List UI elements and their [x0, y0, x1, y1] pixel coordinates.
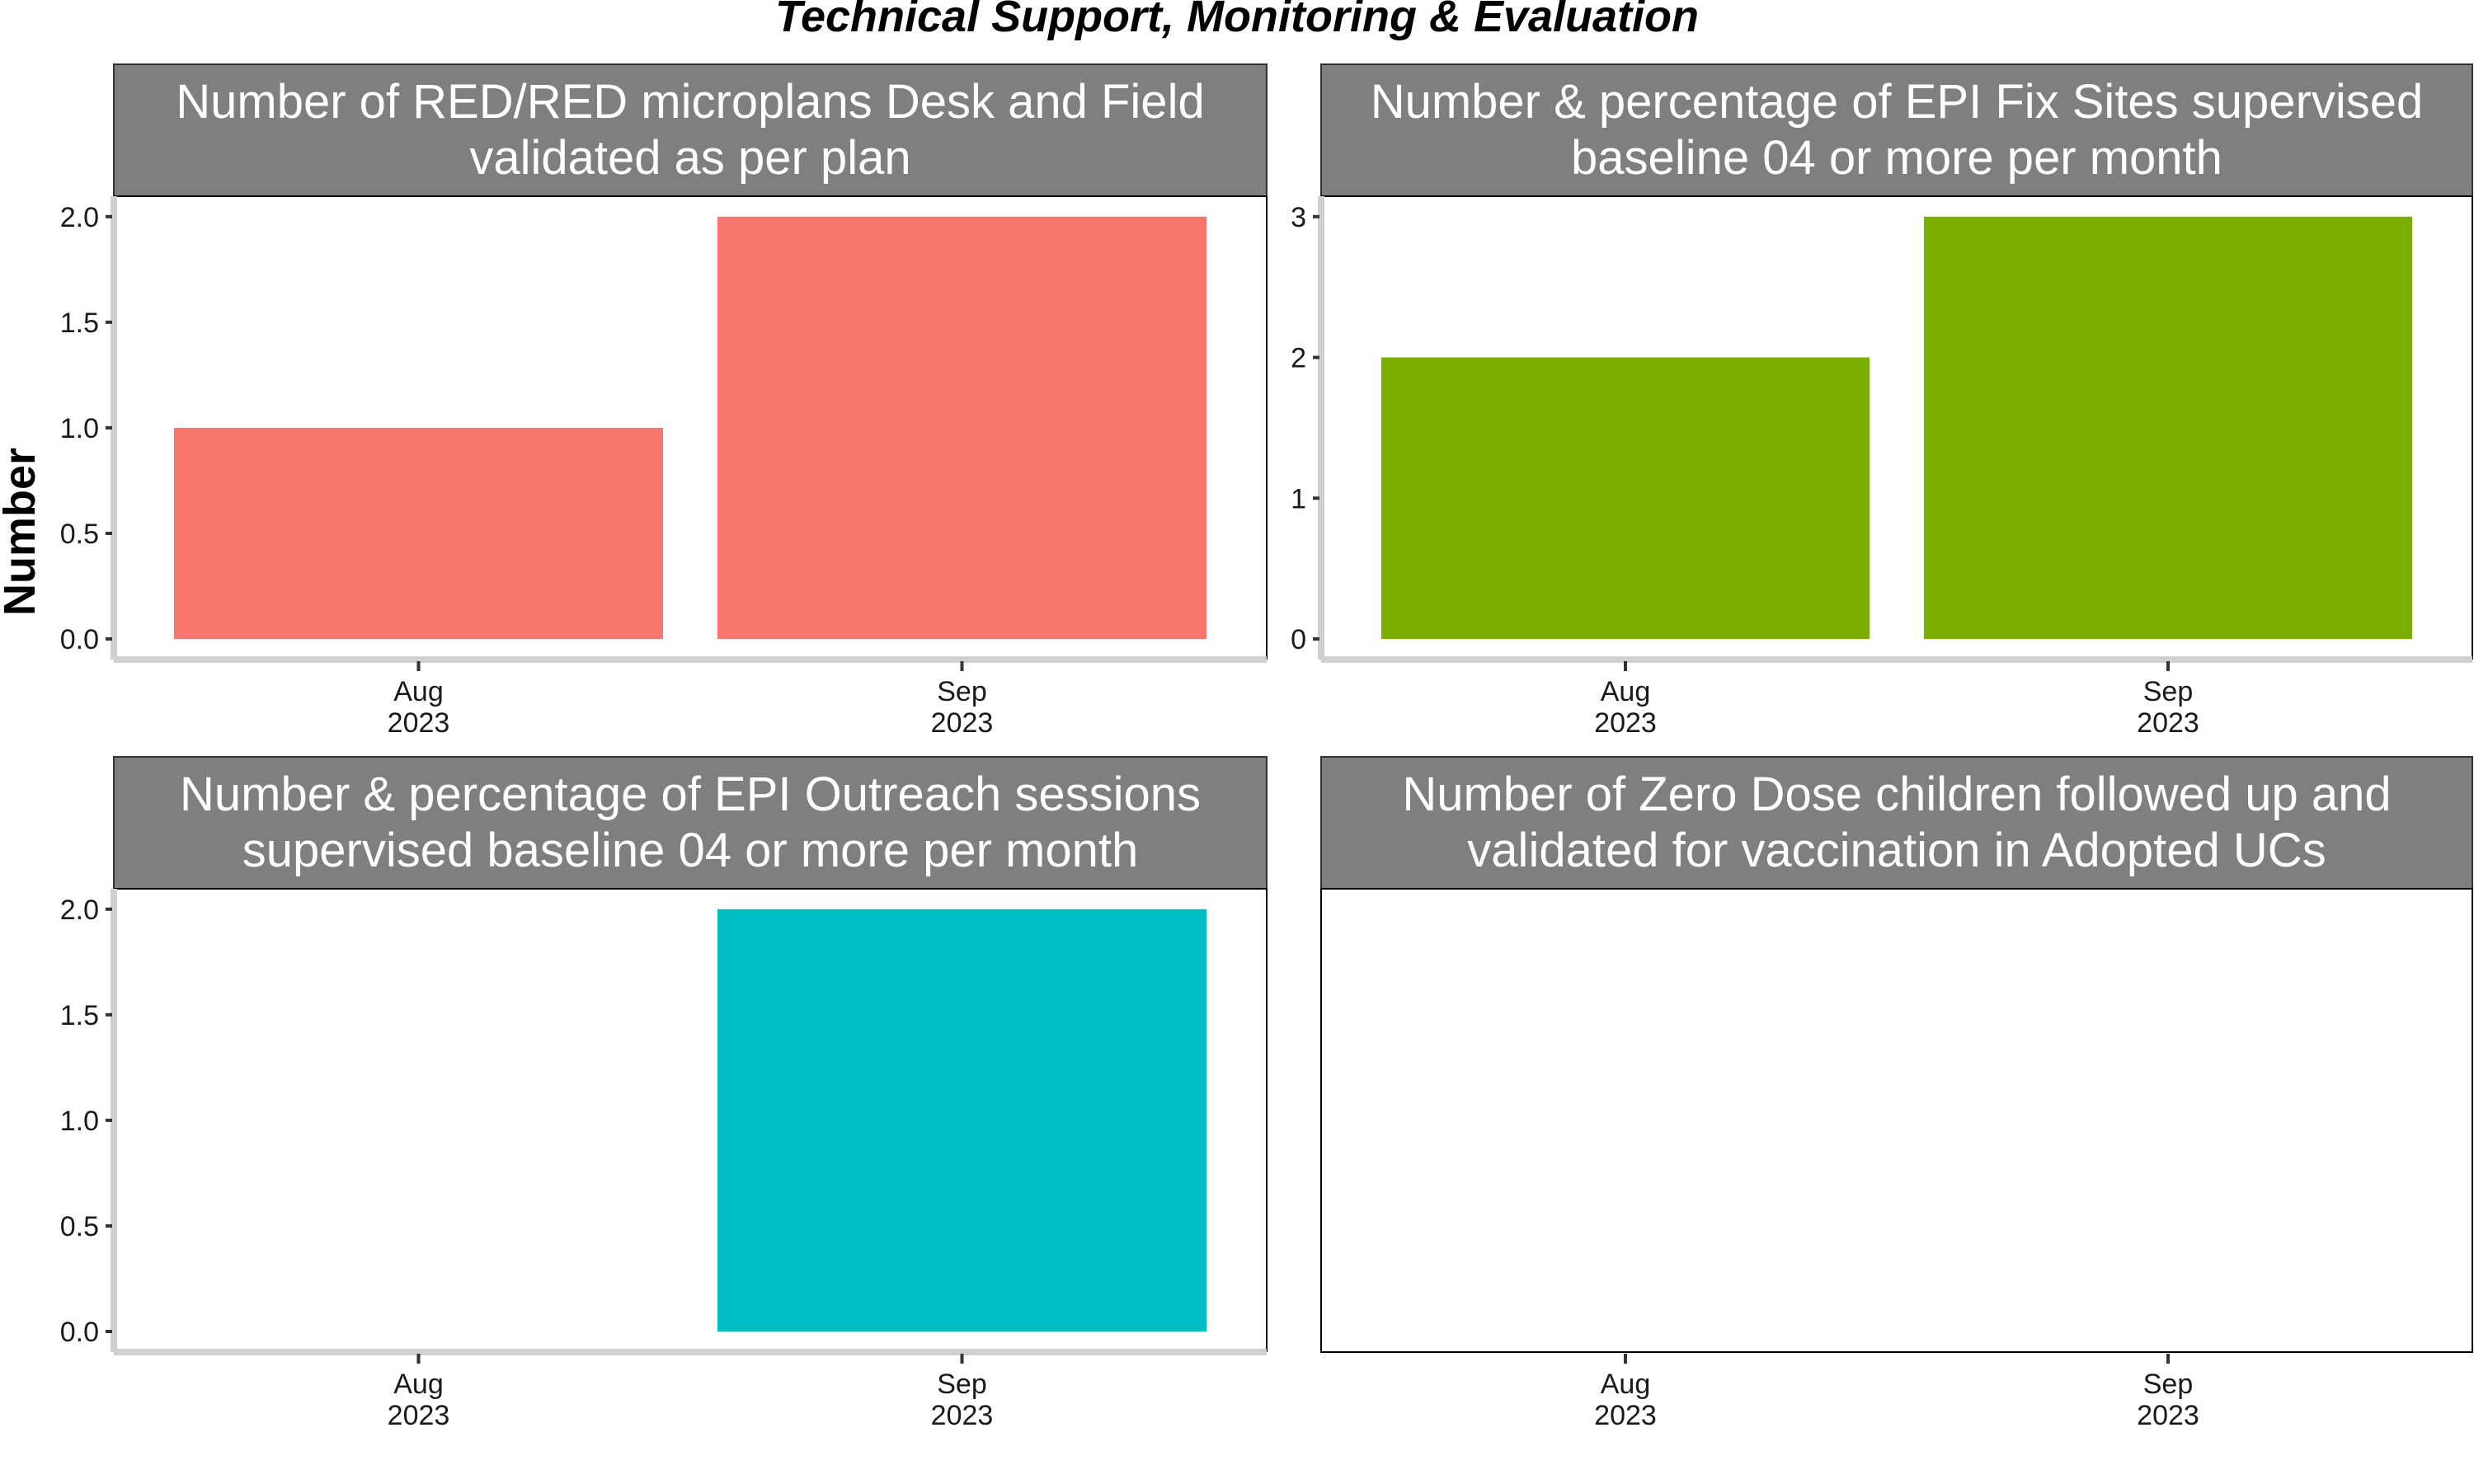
x-tick-label: Sep [937, 676, 987, 707]
x-tick-label: 2023 [388, 1400, 450, 1431]
bar [1380, 357, 1870, 639]
facet-title: validated as per plan [469, 131, 910, 185]
facet-strip [113, 756, 1268, 890]
x-tick-label: 2023 [1594, 707, 1657, 739]
facet-title: Number & percentage of EPI Outreach sess… [180, 768, 1201, 821]
x-tick-label: Sep [2143, 1369, 2194, 1400]
facet-title: baseline 04 or more per month [1571, 131, 2222, 185]
y-tick-label: 0.0 [60, 624, 99, 655]
x-tick-label: 2023 [388, 707, 450, 739]
panel-border [1320, 888, 2473, 1353]
x-tick-label: Sep [937, 1369, 987, 1400]
x-tick-label: 2023 [931, 1400, 994, 1431]
facet-panel: Number & percentage of EPI Outreach sess… [60, 756, 1268, 1431]
facet-title: Number of RED/RED microplans Desk and Fi… [176, 75, 1204, 129]
facet-panel: Number of Zero Dose children followed up… [1320, 756, 2473, 1431]
x-tick-label: 2023 [931, 707, 994, 739]
x-tick-label: Aug [1601, 676, 1651, 707]
y-tick-label: 1.0 [60, 413, 99, 444]
x-tick-label: 2023 [1594, 1400, 1657, 1431]
facet-strip [113, 63, 1268, 197]
facet-strip [1320, 756, 2473, 890]
x-tick-label: Sep [2143, 676, 2194, 707]
y-tick-label: 0.5 [60, 519, 99, 550]
chart-title: Technical Support, Monitoring & Evaluati… [775, 0, 1699, 41]
bar [717, 216, 1207, 639]
y-tick-label: 1.0 [60, 1106, 99, 1137]
facet-strip [1320, 63, 2473, 197]
y-tick-label: 0.5 [60, 1211, 99, 1242]
facet-title: Number of Zero Dose children followed up… [1402, 768, 2391, 821]
y-axis-label: Number [0, 448, 45, 616]
facet-panels: Number of RED/RED microplans Desk and Fi… [60, 63, 2473, 1431]
y-tick-label: 2.0 [60, 202, 99, 233]
bar [173, 427, 664, 639]
bar [1923, 216, 2413, 639]
facet-panel: Number of RED/RED microplans Desk and Fi… [60, 63, 1268, 739]
facet-title: supervised baseline 04 or more per month [242, 824, 1138, 877]
y-tick-label: 0.0 [60, 1317, 99, 1348]
x-tick-label: Aug [393, 1369, 444, 1400]
y-tick-label: 1.5 [60, 1000, 99, 1031]
y-tick-label: 0 [1291, 624, 1306, 655]
y-tick-label: 1 [1291, 483, 1306, 514]
bar [717, 909, 1207, 1331]
x-tick-label: 2023 [2137, 1400, 2199, 1431]
y-tick-label: 1.5 [60, 308, 99, 339]
facet-title: Number & percentage of EPI Fix Sites sup… [1371, 75, 2424, 129]
y-tick-label: 3 [1291, 202, 1306, 233]
x-tick-label: 2023 [2137, 707, 2199, 739]
y-tick-label: 2 [1291, 343, 1306, 374]
facet-title: validated for vaccination in Adopted UCs [1467, 824, 2326, 877]
facet-panel: Number & percentage of EPI Fix Sites sup… [1291, 63, 2473, 739]
x-tick-label: Aug [1601, 1369, 1651, 1400]
y-tick-label: 2.0 [60, 895, 99, 926]
x-tick-label: Aug [393, 676, 444, 707]
